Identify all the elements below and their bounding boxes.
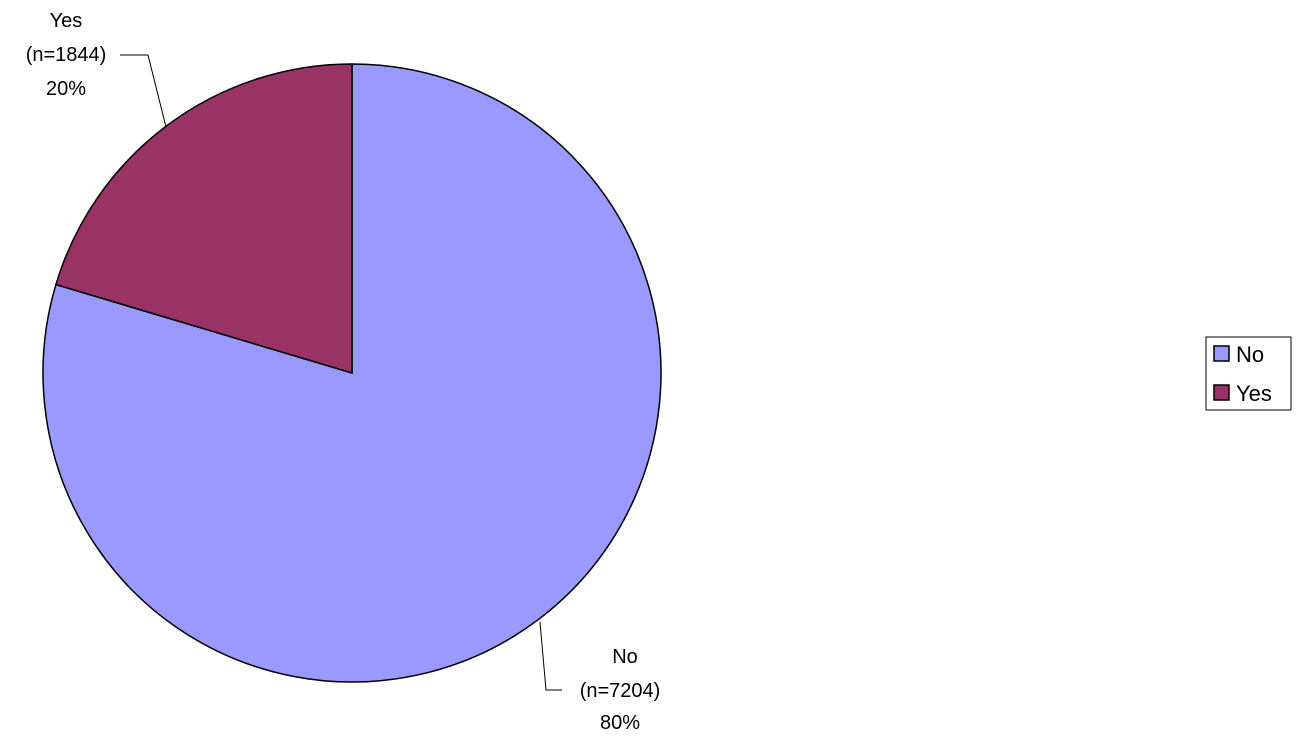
legend-label-no: No bbox=[1236, 342, 1264, 367]
legend-label-yes: Yes bbox=[1236, 381, 1272, 406]
data-label-yes: Yes (n=1844) 20% bbox=[26, 10, 107, 100]
pie-slice-no bbox=[42, 63, 662, 683]
legend: No Yes bbox=[1205, 336, 1292, 411]
data-label-yes-count: (n=1844) bbox=[26, 44, 107, 66]
data-label-no-count: (n=7204) bbox=[580, 680, 661, 702]
data-label-no-name: No bbox=[612, 646, 638, 668]
data-label-yes-name: Yes bbox=[50, 10, 83, 32]
leader-line-no bbox=[539, 621, 562, 691]
legend-swatch-yes bbox=[1213, 384, 1230, 401]
legend-swatch-no bbox=[1213, 345, 1230, 362]
leader-lines bbox=[120, 54, 562, 691]
data-label-no-percent: 80% bbox=[600, 712, 640, 734]
leader-line-yes bbox=[120, 54, 167, 128]
data-label-no: No (n=7204) 80% bbox=[580, 646, 661, 734]
data-label-yes-percent: 20% bbox=[46, 78, 86, 100]
pie-slices bbox=[42, 63, 662, 683]
pie-slice-yes bbox=[54, 63, 353, 375]
